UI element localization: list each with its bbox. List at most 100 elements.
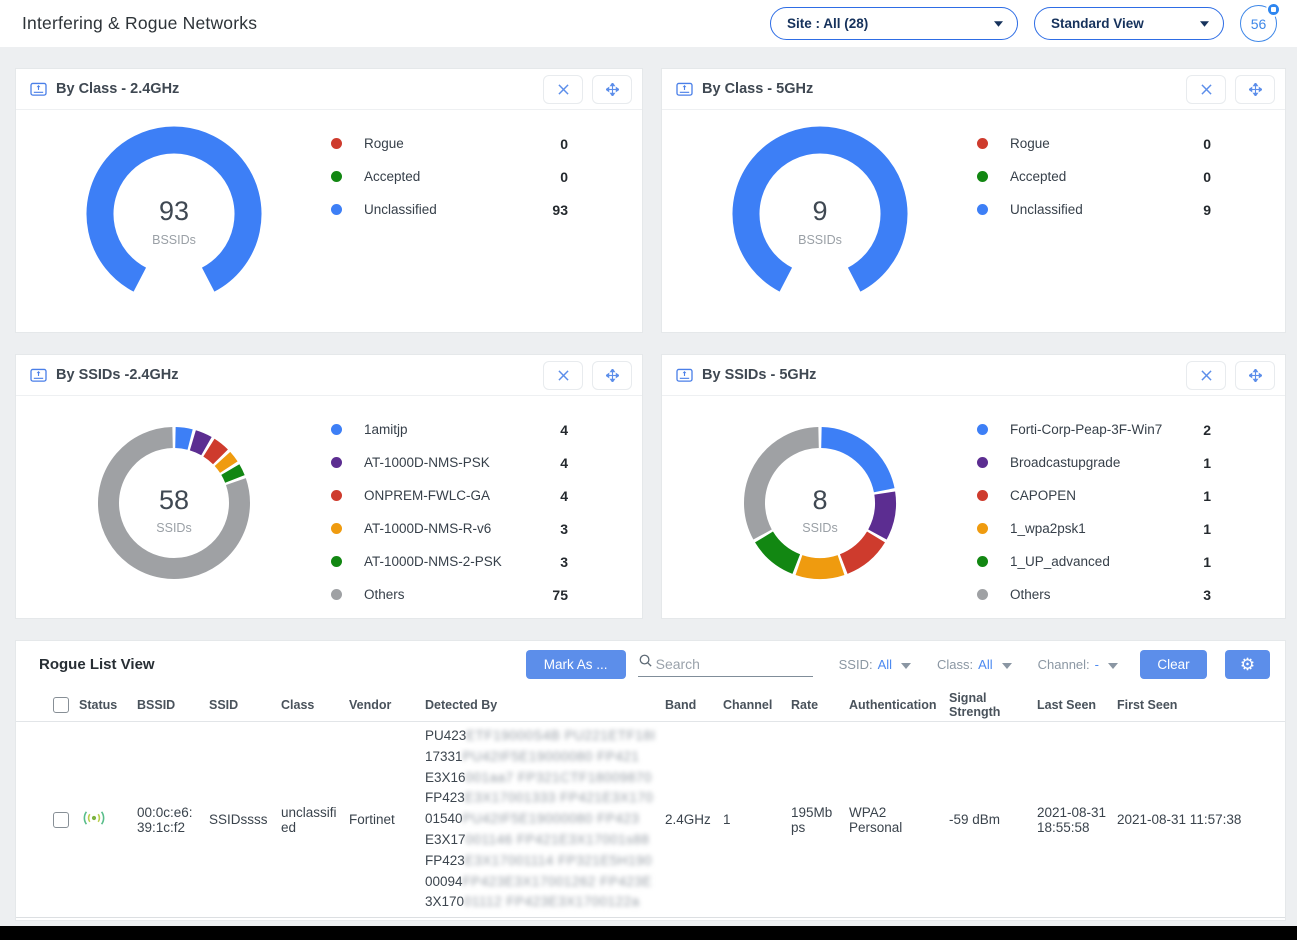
panel-title: By SSIDs - 5GHz	[702, 367, 817, 383]
legend-item[interactable]: Others 3	[977, 578, 1211, 611]
widgets-grid: By Class - 2.4GHz 93 BSSIDs Rogue	[15, 68, 1286, 619]
legend-dot	[977, 171, 988, 182]
donut-chart[interactable]: 8 SSIDs	[662, 396, 977, 611]
widget-icon	[30, 368, 47, 383]
legend-dot	[977, 589, 988, 600]
chart-legend: 1amitjp 4 AT-1000D-NMS-PSK 4 ONPREM-FWLC…	[331, 396, 642, 611]
legend-dot	[977, 204, 988, 215]
svg-text:93: 93	[158, 196, 188, 226]
first-seen-cell: 2021-08-31 11:57:38	[1117, 812, 1242, 828]
last-seen-cell: 2021-08-31 18:55:58	[1037, 804, 1107, 835]
legend-item[interactable]: Unclassified 9	[977, 193, 1211, 226]
column-header-last-seen[interactable]: Last Seen	[1037, 697, 1097, 712]
legend-item[interactable]: ONPREM-FWLC-GA 4	[331, 479, 568, 512]
close-panel-button[interactable]	[1186, 360, 1226, 390]
svg-text:8: 8	[812, 485, 827, 515]
panel-title: By SSIDs -2.4GHz	[56, 367, 179, 383]
legend-item[interactable]: Rogue 0	[977, 127, 1211, 160]
panel-title: By Class - 5GHz	[702, 81, 814, 97]
move-panel-button[interactable]	[592, 74, 632, 104]
legend-dot	[331, 523, 342, 534]
legend-item[interactable]: 1_UP_advanced 1	[977, 545, 1211, 578]
close-panel-button[interactable]	[543, 74, 583, 104]
close-panel-button[interactable]	[543, 360, 583, 390]
legend-dot	[331, 138, 342, 149]
legend-item[interactable]: Others 75	[331, 578, 568, 611]
panel-by-ssids-24ghz: By SSIDs -2.4GHz 58 SSIDs 1amitjp	[15, 354, 643, 619]
close-panel-button[interactable]	[1186, 74, 1226, 104]
svg-text:58: 58	[158, 485, 188, 515]
panel-by-class-5ghz: By Class - 5GHz 9 BSSIDs Rogue 0	[661, 68, 1286, 333]
chevron-down-icon	[901, 657, 912, 672]
band-cell: 2.4GHz	[665, 812, 711, 828]
table-title: Rogue List View	[39, 656, 155, 673]
settings-button[interactable]: ⚙	[1225, 650, 1270, 679]
stop-icon	[1266, 2, 1281, 17]
column-header-band[interactable]: Band	[665, 697, 697, 712]
legend-item[interactable]: 1amitjp 4	[331, 413, 568, 446]
legend-dot	[977, 424, 988, 435]
class-filter-dropdown[interactable]: Class: All	[937, 657, 1012, 672]
widget-icon	[30, 82, 47, 97]
svg-text:BSSIDs: BSSIDs	[152, 233, 196, 247]
chart-legend: Rogue 0 Accepted 0 Unclassified 93	[331, 110, 642, 300]
move-panel-button[interactable]	[592, 360, 632, 390]
row-checkbox[interactable]	[53, 811, 69, 828]
legend-item[interactable]: Forti-Corp-Peap-3F-Win7 2	[977, 413, 1211, 446]
widget-icon	[676, 368, 693, 383]
site-dropdown[interactable]: Site : All (28)	[770, 7, 1018, 40]
legend-item[interactable]: Accepted 0	[977, 160, 1211, 193]
channel-filter-dropdown[interactable]: Channel: -	[1038, 657, 1118, 672]
column-header-status[interactable]: Status	[79, 697, 118, 712]
panel-by-ssids-5ghz: By SSIDs - 5GHz 8 SSIDs Forti-Corp-Peap-3…	[661, 354, 1286, 619]
ssid-filter-dropdown[interactable]: SSID: All	[839, 657, 912, 672]
gauge-chart[interactable]: 93 BSSIDs	[16, 110, 331, 300]
legend-dot	[977, 138, 988, 149]
column-header-bssid[interactable]: BSSID	[137, 697, 176, 712]
svg-text:BSSIDs: BSSIDs	[798, 233, 842, 247]
chevron-down-icon	[1108, 657, 1118, 672]
notification-count-badge[interactable]: 56	[1240, 2, 1281, 42]
clear-button[interactable]: Clear	[1140, 650, 1207, 679]
legend-dot	[331, 424, 342, 435]
search-input[interactable]	[652, 654, 813, 673]
site-dropdown-value: Site : All (28)	[787, 16, 869, 31]
legend-item[interactable]: AT-1000D-NMS-PSK 4	[331, 446, 568, 479]
table-header-row: Status BSSID SSID Class Vendor Detected …	[16, 688, 1285, 722]
legend-item[interactable]: CAPOPEN 1	[977, 479, 1211, 512]
panel-by-class-24ghz: By Class - 2.4GHz 93 BSSIDs Rogue	[15, 68, 643, 333]
select-all-checkbox[interactable]	[53, 696, 69, 713]
chart-legend: Rogue 0 Accepted 0 Unclassified 9	[977, 110, 1285, 300]
rogue-list-panel: Rogue List View Mark As ... SSID: All Cl…	[15, 640, 1286, 921]
mark-as-button[interactable]: Mark As ...	[525, 650, 626, 679]
table-row[interactable]: 00:0c:e6:39:1c:f2 SSIDssss unclassified …	[16, 722, 1285, 919]
column-header-authentication[interactable]: Authentication	[849, 697, 937, 712]
legend-item[interactable]: AT-1000D-NMS-R-v6 3	[331, 512, 568, 545]
move-panel-button[interactable]	[1235, 74, 1275, 104]
gear-icon: ⚙	[1239, 655, 1256, 674]
chart-legend: Forti-Corp-Peap-3F-Win7 2 Broadcastupgra…	[977, 396, 1285, 611]
legend-item[interactable]: Unclassified 93	[331, 193, 568, 226]
view-dropdown[interactable]: Standard View	[1034, 7, 1224, 40]
legend-item[interactable]: 1_wpa2psk1 1	[977, 512, 1211, 545]
column-header-channel[interactable]: Channel	[723, 697, 773, 712]
legend-item[interactable]: AT-1000D-NMS-2-PSK 3	[331, 545, 568, 578]
column-header-ssid[interactable]: SSID	[209, 697, 239, 712]
legend-dot	[331, 589, 342, 600]
gauge-chart[interactable]: 9 BSSIDs	[662, 110, 977, 300]
legend-item[interactable]: Accepted 0	[331, 160, 568, 193]
legend-dot	[977, 490, 988, 501]
legend-dot	[331, 457, 342, 468]
column-header-class[interactable]: Class	[281, 697, 315, 712]
legend-dot	[977, 556, 988, 567]
column-header-vendor[interactable]: Vendor	[349, 697, 392, 712]
column-header-rate[interactable]: Rate	[791, 697, 819, 712]
move-panel-button[interactable]	[1235, 360, 1275, 390]
legend-item[interactable]: Rogue 0	[331, 127, 568, 160]
column-header-first-seen[interactable]: First Seen	[1117, 697, 1178, 712]
donut-chart[interactable]: 58 SSIDs	[16, 396, 331, 611]
column-header-detected-by[interactable]: Detected By	[425, 697, 498, 712]
column-header-signal-strength[interactable]: Signal Strength	[949, 690, 1001, 719]
svg-text:SSIDs: SSIDs	[802, 521, 837, 535]
legend-item[interactable]: Broadcastupgrade 1	[977, 446, 1211, 479]
